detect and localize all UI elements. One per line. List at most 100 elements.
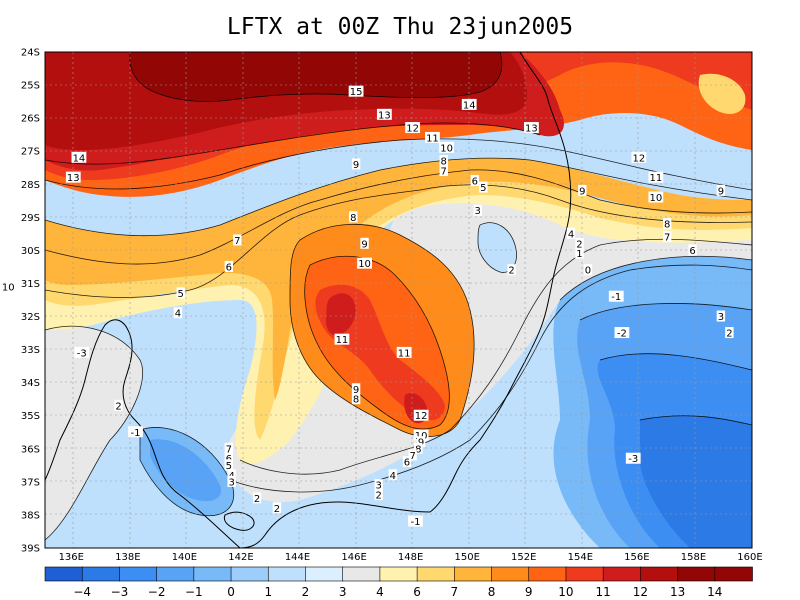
contour-label: 7 (224, 442, 234, 455)
contour-label: 3 (473, 204, 482, 217)
contour-label: 12 (405, 122, 421, 135)
lon-label: 136E (59, 552, 84, 563)
svg-text:12: 12 (633, 153, 646, 164)
contour-label: 13 (376, 108, 392, 121)
colorbar-swatch (379, 566, 418, 582)
svg-text:-3: -3 (628, 454, 638, 465)
lon-label: 140E (172, 552, 197, 563)
field-zone-8 (45, 326, 143, 540)
colorbar-label: 13 (670, 585, 685, 599)
contour-label: 13 (65, 171, 81, 184)
colorbar-swatch (230, 566, 270, 582)
colorbar (44, 566, 753, 582)
svg-text:8: 8 (350, 213, 356, 224)
svg-text:10: 10 (440, 143, 453, 154)
contour-label: 2 (374, 489, 383, 502)
svg-text:5: 5 (178, 289, 184, 300)
colorbar-label: 14 (707, 585, 722, 599)
contour-lines (45, 52, 752, 541)
svg-text:2: 2 (726, 329, 732, 340)
contour-label: -3 (74, 346, 90, 359)
contour-label: 10 (648, 191, 664, 204)
colorbar-label: 11 (596, 585, 611, 599)
colorbar-label: −4 (73, 585, 91, 599)
svg-text:9: 9 (718, 186, 724, 197)
colorbar-swatch (81, 566, 121, 582)
colorbar-swatch (44, 566, 84, 582)
svg-text:11: 11 (649, 173, 662, 184)
contour-label: 4 (566, 227, 576, 240)
colorbar-swatch (119, 566, 158, 582)
lat-label: 24S (21, 48, 40, 59)
svg-text:13: 13 (67, 173, 80, 184)
svg-text:6: 6 (226, 262, 232, 273)
colorbar-swatch (416, 566, 456, 582)
colorbar-label: 10 (558, 585, 573, 599)
contour-label: 2 (272, 502, 282, 515)
contour-label: 2 (114, 399, 123, 412)
field-zone-9 (228, 183, 752, 502)
contour-label: -1 (408, 515, 423, 528)
svg-text:7: 7 (664, 233, 670, 244)
contour-label: 11 (334, 333, 350, 346)
lon-label: 142E (228, 552, 253, 563)
svg-text:4: 4 (175, 309, 181, 320)
lon-label: 146E (341, 552, 366, 563)
contour-label: -2 (614, 327, 630, 340)
lon-label: 138E (115, 552, 140, 563)
lat-label: 34S (21, 378, 40, 389)
svg-text:13: 13 (378, 110, 391, 121)
svg-text:10: 10 (358, 259, 371, 270)
svg-text:2: 2 (576, 239, 582, 250)
lat-label: 32S (21, 312, 40, 323)
contour-label: 2 (725, 327, 734, 340)
contour-label: 6 (688, 244, 697, 257)
contour-label: 9 (578, 184, 587, 197)
contour-label: 6 (470, 174, 480, 187)
svg-text:-1: -1 (611, 292, 621, 303)
svg-text:12: 12 (415, 411, 428, 422)
svg-text:15: 15 (350, 87, 363, 98)
svg-text:0: 0 (585, 266, 591, 277)
contour-label: 7 (662, 231, 672, 244)
contour-label: 7 (408, 449, 417, 462)
lon-label: 158E (681, 552, 706, 563)
colorbar-swatch (565, 566, 604, 582)
contour-label: 5 (224, 459, 234, 472)
colorbar-swatch (677, 566, 716, 582)
colorbar-label: 9 (525, 585, 533, 599)
svg-text:-1: -1 (410, 517, 420, 528)
svg-text:4: 4 (390, 471, 396, 482)
lon-label: 144E (285, 552, 310, 563)
colorbar-swatch (193, 566, 232, 582)
lat-label: 39S (21, 544, 40, 555)
filled-contours (45, 52, 752, 548)
colorbar-swatch (602, 566, 642, 582)
contour-label: 7 (439, 165, 448, 178)
svg-text:6: 6 (404, 458, 410, 469)
colorbar-label: −2 (148, 585, 166, 599)
contour-label: 14 (461, 98, 477, 111)
svg-text:13: 13 (525, 124, 538, 135)
svg-text:8: 8 (664, 219, 670, 230)
svg-text:8: 8 (353, 395, 359, 406)
contour-label: 9 (360, 237, 369, 250)
contour-label: 3 (374, 479, 383, 492)
contour-label: 11 (425, 131, 440, 144)
colorbar-label: 2 (302, 585, 310, 599)
contour-label: 8 (662, 217, 672, 230)
contour-label: 4 (173, 307, 183, 320)
map-title: LFTX at 00Z Thu 23jun2005 (226, 14, 574, 40)
lat-label: 28S (21, 180, 40, 191)
lat-label: 38S (21, 510, 40, 521)
contour-label: 15 (348, 85, 364, 98)
svg-text:3: 3 (718, 312, 724, 323)
colorbar-swatch (305, 566, 344, 582)
colorbar-label: −1 (185, 585, 203, 599)
svg-text:11: 11 (336, 335, 349, 346)
contour-label: 2 (252, 492, 262, 505)
svg-text:12: 12 (406, 124, 419, 135)
contour-labels: 1514131211101314139876512111099388712794… (0, 85, 734, 528)
lon-label: 148E (398, 552, 423, 563)
colorbar-swatch (528, 566, 567, 582)
